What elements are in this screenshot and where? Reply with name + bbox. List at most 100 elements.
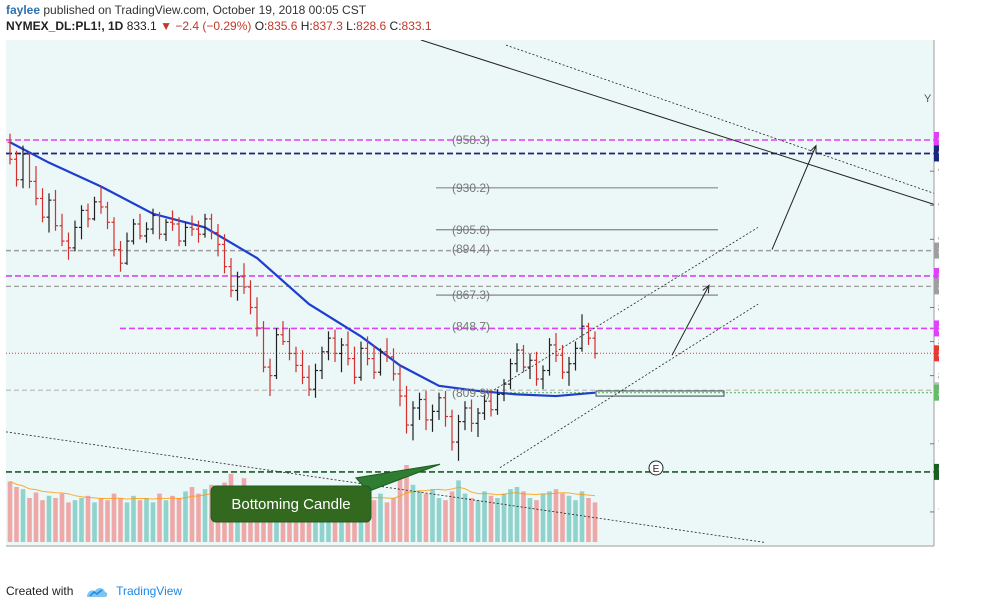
candle[interactable] — [222, 234, 227, 274]
candle[interactable] — [514, 343, 520, 373]
candle[interactable] — [313, 363, 318, 398]
candle[interactable] — [261, 321, 266, 373]
candle[interactable] — [462, 401, 468, 431]
candle[interactable] — [183, 222, 188, 247]
candle[interactable] — [592, 331, 598, 359]
candle[interactable] — [137, 213, 143, 240]
candle[interactable] — [501, 379, 507, 402]
candle[interactable] — [150, 208, 156, 235]
price-chart[interactable]: (958.3) (930.2) (905.6) (894.4) (867.3) (848.… — [5, 39, 966, 566]
price-badge[interactable] — [934, 267, 939, 284]
candle[interactable] — [189, 215, 195, 236]
candle[interactable] — [430, 404, 435, 432]
price-badge[interactable] — [934, 345, 939, 362]
candle[interactable] — [293, 346, 299, 373]
price-badge[interactable] — [934, 463, 939, 480]
candle[interactable] — [475, 408, 481, 437]
candle[interactable] — [495, 389, 500, 415]
price-badge[interactable] — [934, 145, 939, 162]
candle[interactable] — [124, 232, 130, 265]
candle[interactable] — [371, 344, 377, 380]
axis-mode-label[interactable]: Y — [924, 93, 932, 105]
candle[interactable] — [105, 201, 110, 230]
candle[interactable] — [66, 232, 71, 260]
candle[interactable] — [176, 217, 182, 247]
price-badge[interactable] — [934, 132, 939, 149]
candle[interactable] — [319, 346, 325, 380]
candle[interactable] — [111, 217, 117, 257]
chart-area[interactable]: (958.3) (930.2) (905.6) (894.4) (867.3) (848.… — [5, 39, 966, 566]
candle[interactable] — [306, 365, 312, 397]
candle[interactable] — [157, 212, 162, 240]
earnings-icon[interactable] — [648, 460, 664, 476]
candle[interactable] — [7, 133, 13, 165]
candle[interactable] — [209, 213, 214, 240]
candle[interactable] — [573, 341, 578, 371]
candle[interactable] — [274, 327, 279, 380]
candle[interactable] — [196, 220, 201, 243]
candle[interactable] — [365, 336, 370, 366]
candle[interactable] — [469, 399, 474, 432]
candle[interactable] — [163, 218, 169, 242]
candle[interactable] — [280, 321, 286, 345]
price-badge[interactable] — [934, 278, 939, 295]
candle[interactable] — [92, 196, 97, 221]
candle[interactable] — [202, 213, 208, 238]
candle[interactable] — [235, 271, 240, 301]
candle[interactable] — [228, 258, 234, 298]
candle[interactable] — [527, 353, 533, 380]
candle[interactable] — [20, 145, 26, 189]
candle[interactable] — [85, 203, 91, 228]
candle[interactable] — [215, 224, 221, 257]
candle[interactable] — [14, 150, 19, 187]
candle[interactable] — [345, 331, 351, 366]
candle[interactable] — [248, 280, 253, 315]
candle[interactable] — [339, 338, 344, 373]
author-name[interactable]: faylee — [6, 3, 41, 17]
candle[interactable] — [46, 193, 52, 233]
candle[interactable] — [397, 365, 403, 407]
candle[interactable] — [540, 365, 546, 390]
price-badge[interactable] — [934, 242, 939, 259]
candle[interactable] — [79, 205, 84, 240]
candle[interactable] — [547, 338, 552, 376]
candle[interactable] — [449, 409, 455, 451]
candle[interactable] — [59, 213, 65, 247]
candle[interactable] — [579, 314, 585, 352]
candle[interactable] — [72, 220, 78, 252]
candle[interactable] — [33, 166, 39, 206]
candle[interactable] — [566, 356, 572, 386]
candle[interactable] — [326, 331, 331, 361]
candle[interactable] — [144, 222, 149, 243]
candle[interactable] — [384, 338, 390, 362]
candle[interactable] — [391, 348, 396, 381]
candle[interactable] — [436, 392, 442, 420]
candle[interactable] — [404, 385, 409, 434]
price-badge[interactable] — [934, 384, 939, 401]
candle[interactable] — [53, 189, 58, 231]
candle[interactable] — [553, 333, 559, 362]
candle[interactable] — [118, 241, 123, 272]
price-badge[interactable] — [934, 320, 939, 337]
candle[interactable] — [456, 414, 461, 461]
candle[interactable] — [521, 344, 526, 373]
tradingview-brand-link[interactable]: TradingView — [116, 584, 183, 598]
candle[interactable] — [443, 390, 448, 427]
candle[interactable] — [98, 186, 104, 214]
candle[interactable] — [534, 351, 539, 386]
candle[interactable] — [488, 389, 494, 417]
candle[interactable] — [40, 188, 45, 223]
candle[interactable] — [287, 327, 292, 361]
candle[interactable] — [131, 218, 136, 245]
candle[interactable] — [352, 346, 357, 385]
candle[interactable] — [410, 401, 416, 441]
candle[interactable] — [300, 350, 305, 385]
candle[interactable] — [417, 392, 422, 420]
candle[interactable] — [358, 341, 364, 381]
candle[interactable] — [560, 344, 565, 380]
candle[interactable] — [586, 322, 591, 345]
candle[interactable] — [254, 297, 260, 337]
candle[interactable] — [27, 152, 32, 189]
candle[interactable] — [423, 390, 429, 431]
candle[interactable] — [170, 210, 175, 231]
